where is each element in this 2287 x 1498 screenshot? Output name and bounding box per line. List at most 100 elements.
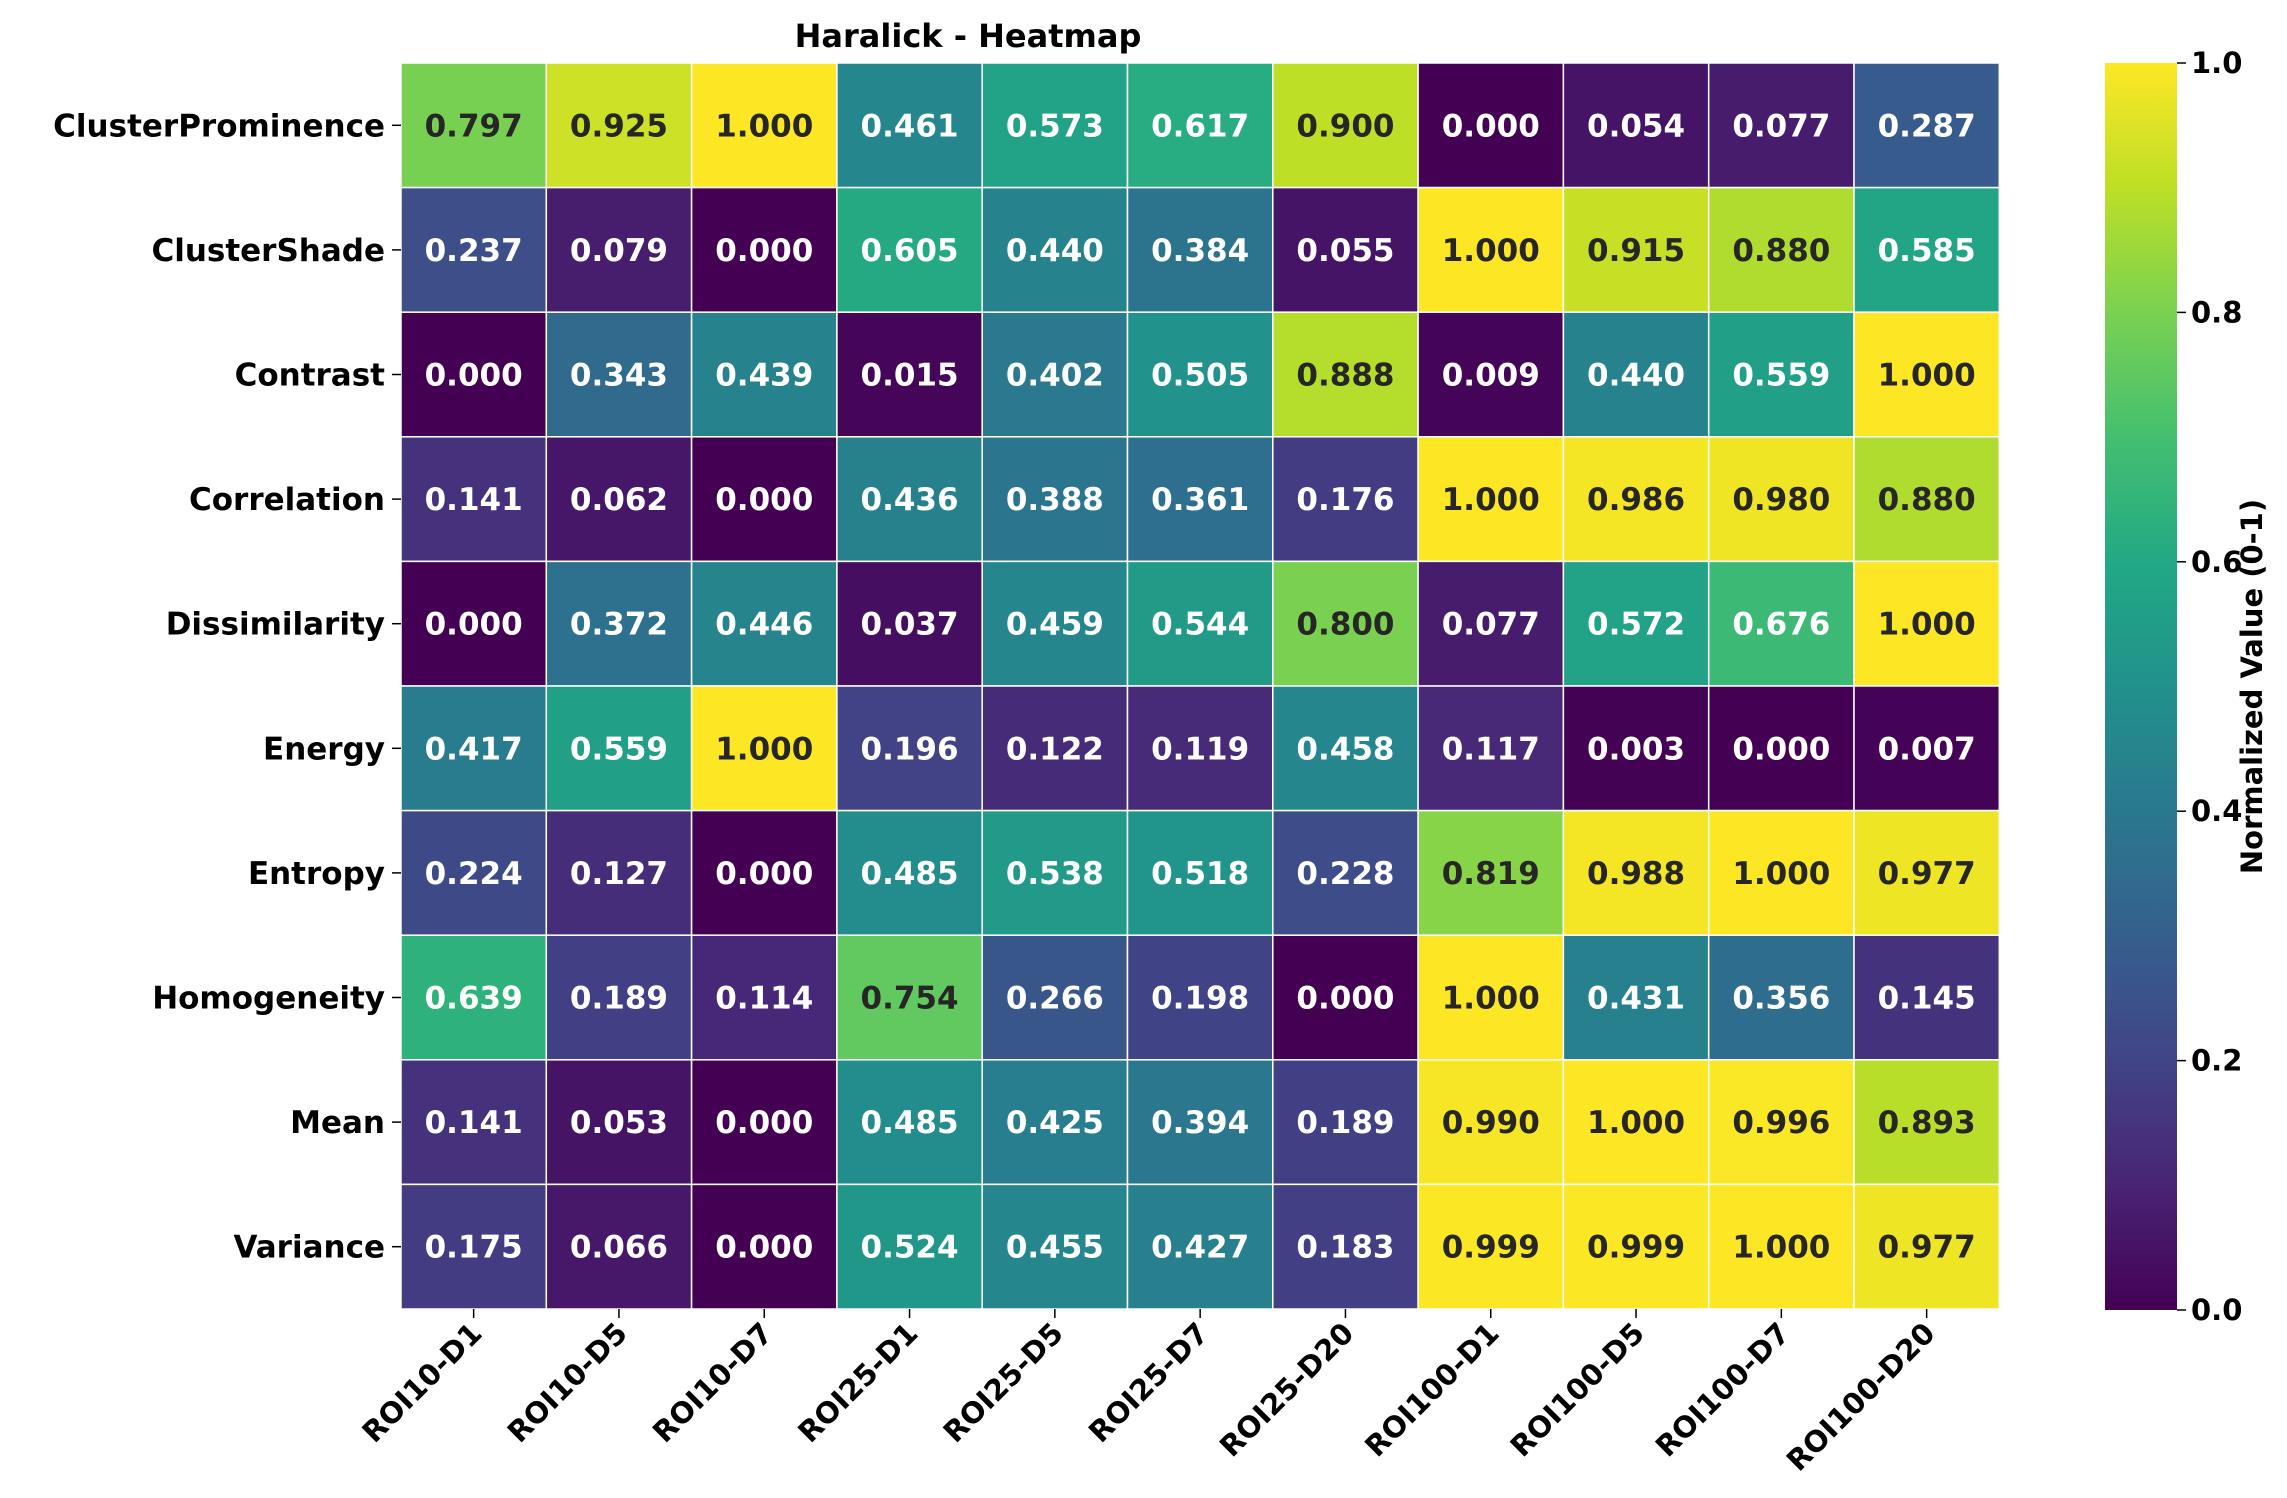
heatmap-cell bbox=[1853, 311, 2001, 438]
heatmap-cell bbox=[545, 436, 693, 563]
cell-value-label: 0.431 bbox=[1587, 981, 1685, 1017]
cell-value-label: 0.372 bbox=[570, 607, 668, 643]
cell-value-label: 0.880 bbox=[1732, 233, 1830, 269]
cell-value-label: 0.394 bbox=[1151, 1105, 1249, 1141]
heatmap-cell bbox=[1272, 1059, 1419, 1186]
heatmap-cell bbox=[545, 62, 693, 189]
cell-value-label: 0.343 bbox=[570, 358, 668, 394]
cell-value-label: 0.980 bbox=[1732, 482, 1830, 518]
cell-value-label: 1.000 bbox=[1587, 1105, 1685, 1141]
heatmap-cell bbox=[836, 934, 983, 1061]
colorbar-tick-label: 0.6 bbox=[2191, 545, 2242, 579]
heatmap-cell bbox=[981, 311, 1129, 438]
heatmap-cell bbox=[1853, 685, 2001, 812]
heatmap-cell bbox=[981, 62, 1129, 189]
colorbar-tick-label: 1.0 bbox=[2191, 46, 2242, 80]
heatmap-cell bbox=[1126, 311, 1274, 438]
cell-value-label: 0.485 bbox=[861, 856, 959, 892]
cell-value-label: 0.119 bbox=[1151, 731, 1249, 767]
cell-value-label: 0.196 bbox=[861, 731, 959, 767]
y-tick-label: Correlation bbox=[189, 482, 385, 518]
heatmap-cell bbox=[400, 311, 548, 438]
cell-value-label: 0.977 bbox=[1878, 856, 1976, 892]
cell-value-label: 0.266 bbox=[1006, 981, 1104, 1017]
heatmap-cell bbox=[1853, 1059, 2001, 1186]
cell-value-label: 0.122 bbox=[1006, 731, 1104, 767]
heatmap-cell bbox=[1707, 186, 1855, 313]
x-tick-label: ROI10-D5 bbox=[501, 1316, 634, 1449]
cell-value-label: 0.925 bbox=[570, 108, 668, 144]
heatmap-cell bbox=[690, 436, 838, 563]
cell-value-label: 0.384 bbox=[1151, 233, 1249, 269]
cell-value-label: 0.000 bbox=[715, 1105, 813, 1141]
cell-value-label: 0.485 bbox=[861, 1105, 959, 1141]
heatmap-cells bbox=[400, 62, 2001, 1310]
cell-value-label: 0.000 bbox=[425, 358, 523, 394]
cell-value-label: 1.000 bbox=[1878, 607, 1976, 643]
cell-value-label: 0.053 bbox=[570, 1105, 668, 1141]
cell-value-label: 0.996 bbox=[1732, 1105, 1830, 1141]
cell-value-label: 0.880 bbox=[1878, 482, 1976, 518]
y-tick-label: Entropy bbox=[248, 856, 385, 892]
y-tick-label: Mean bbox=[290, 1105, 385, 1141]
cell-value-label: 1.000 bbox=[715, 108, 813, 144]
cell-value-label: 0.417 bbox=[425, 731, 523, 767]
heatmap-cell bbox=[1417, 1183, 1565, 1310]
heatmap-cell bbox=[690, 1183, 838, 1310]
cell-value-label: 0.800 bbox=[1296, 607, 1394, 643]
cell-value-label: 0.237 bbox=[425, 233, 523, 269]
x-tick-label: ROI100-D7 bbox=[1649, 1316, 1797, 1464]
cell-value-label: 0.141 bbox=[425, 482, 523, 518]
heatmap-cell bbox=[1417, 809, 1565, 936]
cell-value-label: 0.573 bbox=[1006, 108, 1104, 144]
heatmap-cell-labels: 0.797 0.925 1.000 0.461 0.573 0.617 0.900 0.000… bbox=[425, 108, 1976, 1265]
cell-value-label: 0.990 bbox=[1442, 1105, 1540, 1141]
cell-value-label: 1.000 bbox=[1442, 233, 1540, 269]
heatmap-cell bbox=[1562, 685, 1710, 812]
heatmap-cell bbox=[400, 934, 548, 1061]
cell-value-label: 0.077 bbox=[1732, 108, 1830, 144]
cell-value-label: 1.000 bbox=[715, 731, 813, 767]
heatmap-cell bbox=[1126, 186, 1274, 313]
cell-value-label: 0.893 bbox=[1878, 1105, 1976, 1141]
heatmap-cell bbox=[1707, 560, 1855, 687]
cell-value-label: 0.988 bbox=[1587, 856, 1685, 892]
heatmap-cell bbox=[1417, 186, 1565, 313]
heatmap-cell bbox=[545, 934, 693, 1061]
y-axis: ClusterProminence ClusterShade Contrast Cor… bbox=[53, 108, 401, 1266]
cell-value-label: 0.183 bbox=[1296, 1230, 1394, 1266]
heatmap-cell bbox=[836, 809, 983, 936]
cell-value-label: 0.915 bbox=[1587, 233, 1685, 269]
x-tick-label: ROI25-D20 bbox=[1213, 1316, 1361, 1464]
heatmap-cell bbox=[1272, 311, 1419, 438]
heatmap-cell bbox=[1417, 934, 1565, 1061]
cell-value-label: 0.446 bbox=[715, 607, 813, 643]
heatmap-cell bbox=[545, 685, 693, 812]
cell-value-label: 0.176 bbox=[1296, 482, 1394, 518]
heatmap-cell bbox=[690, 186, 838, 313]
colorbar-tick-label: 0.2 bbox=[2191, 1044, 2242, 1078]
cell-value-label: 0.003 bbox=[1587, 731, 1685, 767]
cell-value-label: 0.000 bbox=[715, 1230, 813, 1266]
heatmap-cell bbox=[1562, 809, 1710, 936]
heatmap-cell bbox=[1126, 934, 1274, 1061]
heatmap-cell bbox=[400, 1183, 548, 1310]
cell-value-label: 0.189 bbox=[1296, 1105, 1394, 1141]
cell-value-label: 0.117 bbox=[1442, 731, 1540, 767]
cell-value-label: 0.524 bbox=[861, 1230, 959, 1266]
heatmap-cell bbox=[1707, 62, 1855, 189]
heatmap-cell bbox=[1272, 560, 1419, 687]
heatmap-cell bbox=[836, 436, 983, 563]
heatmap-cell bbox=[1562, 186, 1710, 313]
heatmap-cell bbox=[1853, 1183, 2001, 1310]
y-tick-label: Variance bbox=[233, 1230, 385, 1266]
cell-value-label: 0.356 bbox=[1732, 981, 1830, 1017]
colorbar-label: Normalized Value (0-1) bbox=[2235, 499, 2269, 874]
cell-value-label: 0.559 bbox=[570, 731, 668, 767]
cell-value-label: 1.000 bbox=[1878, 358, 1976, 394]
cell-value-label: 0.559 bbox=[1732, 358, 1830, 394]
x-tick-label: ROI100-D1 bbox=[1358, 1316, 1506, 1464]
heatmap-cell bbox=[836, 1059, 983, 1186]
cell-value-label: 0.440 bbox=[1587, 358, 1685, 394]
